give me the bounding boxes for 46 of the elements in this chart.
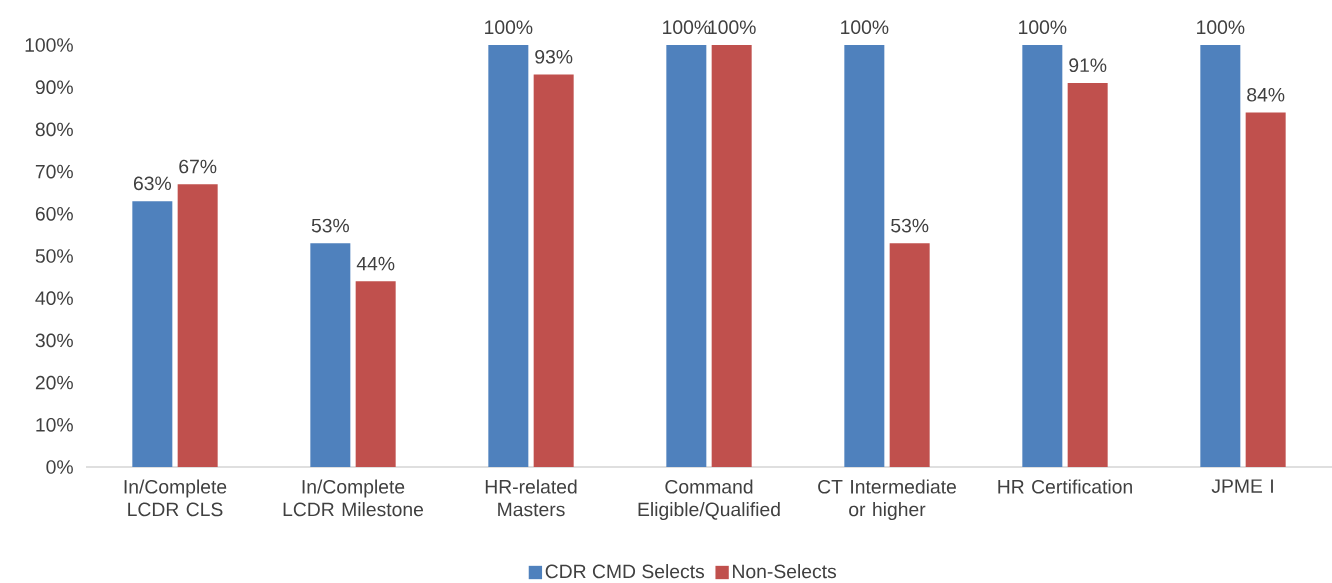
data-label: 63% xyxy=(133,176,172,191)
data-label: 67% xyxy=(179,159,217,174)
data-label: 100% xyxy=(1197,20,1245,35)
y-tick-label: 0% xyxy=(46,460,73,474)
data-label: 53% xyxy=(891,218,929,233)
y-tick-label: 20% xyxy=(35,375,73,390)
bar xyxy=(1067,82,1108,467)
y-tick-label: 60% xyxy=(35,206,73,221)
data-label: 44% xyxy=(356,256,395,271)
x-tick-label: In/Complete LCDR Milestone xyxy=(283,479,424,517)
data-label: 91% xyxy=(1069,58,1107,73)
bar xyxy=(844,45,885,467)
bar xyxy=(666,45,707,467)
data-label: 100% xyxy=(1019,20,1067,35)
data-label: 84% xyxy=(1247,87,1285,102)
x-tick-label: CT Intermediate or higher xyxy=(818,479,956,521)
x-tick-label: In/Complete LCDR CLS xyxy=(124,479,227,517)
bar xyxy=(1245,112,1286,467)
x-tick-label: JPME I xyxy=(1211,479,1273,493)
y-tick-label: 10% xyxy=(36,417,73,432)
bar xyxy=(889,243,930,467)
bar xyxy=(177,184,218,467)
bar xyxy=(533,74,574,467)
y-tick-label: 90% xyxy=(35,80,73,95)
y-tick-label: 80% xyxy=(35,122,73,137)
bar xyxy=(1022,45,1063,467)
y-tick-label: 30% xyxy=(35,333,73,348)
x-tick-label: Command Eligible/Qualified xyxy=(638,479,780,521)
x-tick-label: HR-related Masters xyxy=(485,479,577,517)
data-label: 53% xyxy=(311,218,350,233)
data-label: 100% xyxy=(485,20,533,35)
bar xyxy=(488,45,529,467)
y-tick-label: 100% xyxy=(25,38,73,52)
y-tick-label: 40% xyxy=(35,291,73,306)
data-label: 100% xyxy=(841,20,889,35)
bar xyxy=(355,281,396,467)
legend-label: CDR CMD Selects xyxy=(545,564,705,579)
legend-label: Non-Selects xyxy=(733,564,837,579)
y-tick-label: 50% xyxy=(35,249,73,263)
bar xyxy=(1200,45,1241,467)
y-tick-label: 70% xyxy=(35,164,73,179)
data-label: 93% xyxy=(535,49,573,64)
bar xyxy=(310,243,351,467)
bar xyxy=(711,45,752,467)
bar xyxy=(132,201,173,467)
x-tick-label: HR Certification xyxy=(998,479,1132,494)
